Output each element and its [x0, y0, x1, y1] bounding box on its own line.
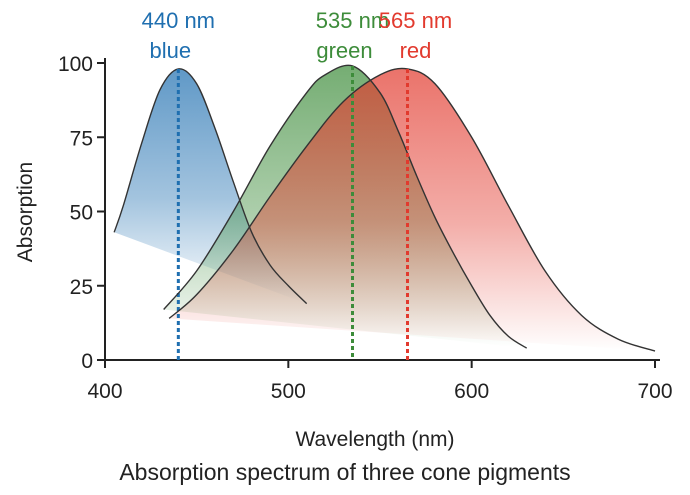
peak-label: 535 nm [316, 8, 389, 33]
legend-label: green [316, 38, 372, 63]
x-tick-label: 500 [271, 380, 306, 403]
curve [113, 68, 308, 305]
y-tick-label: 75 [70, 127, 93, 150]
caption: Absorption spectrum of three cone pigmen… [119, 459, 570, 485]
area-fill [169, 68, 655, 352]
y-tick-label: 25 [70, 276, 93, 299]
x-axis-title: Wavelength (nm) [295, 428, 454, 451]
curve [163, 64, 528, 349]
y-tick-label: 50 [70, 202, 93, 225]
y-tick-label: 0 [81, 350, 93, 373]
y-axis-title: Absorption [14, 162, 37, 262]
legend-label: blue [150, 38, 192, 63]
x-tick-label: 700 [637, 380, 672, 403]
legend-label: red [400, 38, 432, 63]
peak-label: 565 nm [379, 8, 452, 33]
x-tick-label: 600 [454, 380, 489, 403]
area-fill [114, 68, 307, 304]
x-tick-label: 400 [87, 380, 122, 403]
peak-label: 440 nm [142, 8, 215, 33]
y-tick-label: 100 [58, 53, 93, 76]
